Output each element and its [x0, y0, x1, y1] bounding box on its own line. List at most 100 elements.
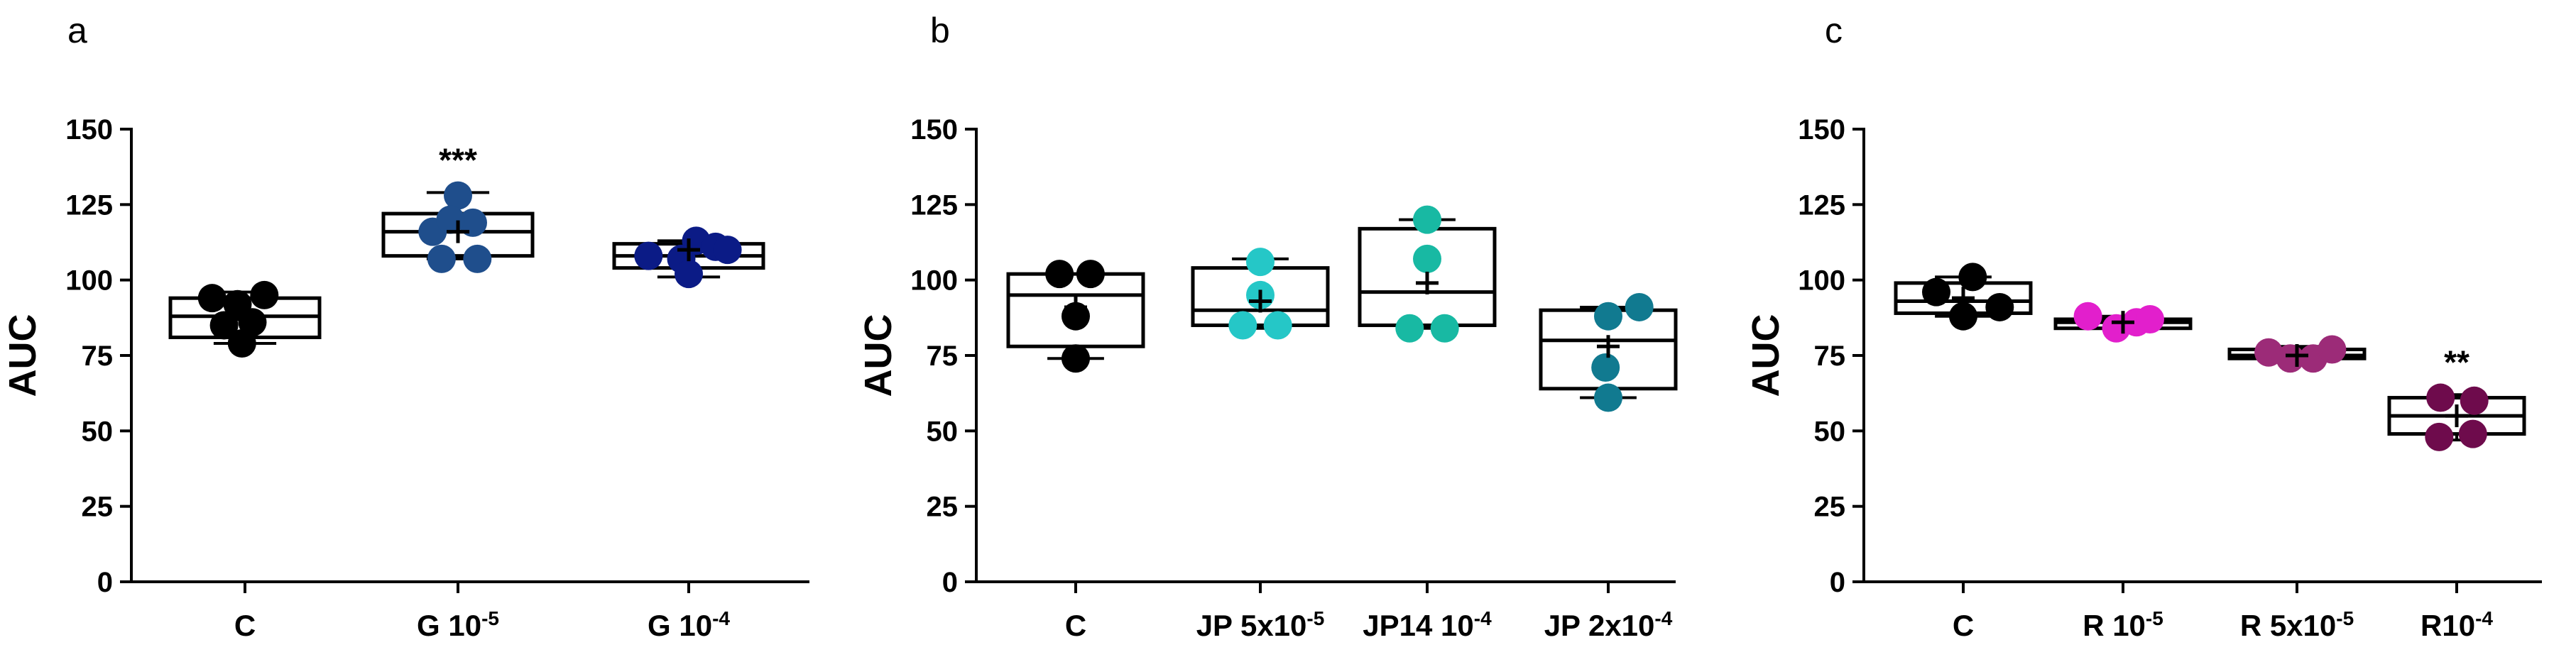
x-tick-label: R 10-5 [2083, 607, 2163, 643]
y-tick-label: 0 [942, 567, 958, 598]
data-point [2254, 338, 2283, 367]
box-group: *** [381, 141, 535, 273]
data-point [1395, 314, 1424, 343]
y-axis-label: AUC [1, 314, 44, 397]
data-point [1985, 292, 2014, 321]
chart-panel-b: b AUC 0 25 50 75 100 125 150 C JP 5x10-5 JP14 10-4 J… [857, 11, 1678, 643]
y-tick-label: 25 [1814, 492, 1846, 523]
y-tick-label: 75 [927, 341, 959, 372]
x-tick-label-superscript: -4 [2475, 607, 2493, 629]
box-group [2053, 302, 2193, 343]
significance-annotation: *** [439, 141, 477, 178]
x-tick-label-superscript: -5 [2146, 607, 2163, 629]
y-tick-label: 50 [927, 416, 959, 447]
y-tick-label: 25 [82, 492, 114, 523]
y-tick-label: 100 [1798, 265, 1845, 297]
y-tick-label: 0 [1830, 567, 1845, 598]
data-point [713, 236, 742, 265]
x-tick-label: G 10-5 [417, 607, 499, 643]
data-point [2460, 386, 2489, 415]
data-point [1922, 277, 1950, 307]
data-point [1413, 244, 1441, 273]
data-point [463, 244, 492, 273]
y-tick-label: 50 [1814, 416, 1846, 447]
data-point [1594, 383, 1622, 412]
y-tick-label: 150 [1798, 114, 1845, 145]
data-point [1045, 260, 1074, 289]
box-group [2227, 335, 2367, 373]
x-tick-label-superscript: -5 [481, 607, 499, 629]
data-point [436, 205, 465, 234]
data-point [1076, 260, 1105, 289]
panel-label: c [1825, 11, 1843, 50]
data-point [2073, 302, 2102, 331]
data-point [427, 244, 456, 273]
data-point [2136, 304, 2164, 333]
box-group [612, 226, 765, 289]
data-point [2318, 335, 2347, 364]
data-point [2426, 383, 2455, 412]
y-tick-label: 75 [1814, 341, 1846, 372]
data-point [1061, 344, 1090, 373]
x-tick-label: G 10-4 [648, 607, 730, 643]
x-tick-label: JP 5x10-5 [1196, 607, 1325, 643]
data-point [2102, 314, 2131, 343]
data-point [1430, 314, 1459, 343]
panel-label: b [930, 11, 950, 50]
y-tick-label: 125 [1798, 189, 1845, 221]
box-group [1539, 292, 1678, 412]
data-point [675, 260, 703, 289]
data-point [197, 284, 227, 313]
data-point [227, 328, 256, 358]
y-axis-label: AUC [857, 314, 900, 397]
data-point [444, 181, 472, 210]
data-point [1263, 311, 1292, 340]
y-tick-label: 100 [910, 265, 958, 297]
data-point [634, 241, 663, 270]
data-point [1228, 311, 1257, 340]
y-tick-label: 125 [65, 189, 113, 221]
data-point [1949, 302, 1977, 331]
data-point [209, 311, 239, 340]
x-tick-label-superscript: -5 [2336, 607, 2354, 629]
x-tick-label-superscript: -4 [1474, 607, 1492, 629]
y-tick-label: 100 [65, 265, 113, 297]
data-point [459, 208, 487, 237]
box-group [168, 280, 322, 358]
y-tick-label: 150 [65, 114, 113, 145]
x-tick-label-superscript: -4 [1654, 607, 1672, 629]
y-tick-label: 0 [97, 567, 113, 598]
data-point [250, 280, 279, 309]
x-tick-label: R 5x10-5 [2240, 607, 2354, 643]
data-point [1594, 302, 1622, 331]
y-tick-label: 125 [910, 189, 958, 221]
chart-panel-c: c AUC 0 25 50 75 100 125 150 C R 10-5 R 5x10-5 R10-4… [1745, 11, 2542, 642]
x-tick-label: JP 2x10-4 [1544, 607, 1673, 643]
y-tick-label: 75 [82, 341, 114, 372]
data-point [1958, 263, 1987, 292]
box-group: ** [2387, 343, 2526, 451]
x-tick-label: C [234, 609, 256, 642]
box-group [1191, 248, 1330, 340]
significance-annotation: ** [2444, 343, 2469, 380]
data-point [2458, 419, 2487, 448]
x-tick-label: R10-4 [2421, 607, 2493, 643]
y-tick-label: 50 [82, 416, 114, 447]
x-tick-label-superscript: -4 [712, 607, 730, 629]
y-tick-label: 150 [910, 114, 958, 145]
box-group [1006, 260, 1145, 373]
box-group [1894, 263, 2033, 331]
y-tick-label: 25 [927, 492, 959, 523]
data-point [1246, 248, 1275, 277]
chart-panel-a: a AUC 0 25 50 75 100 125 150 C G 10-5 G 10-4 *** [1, 11, 809, 642]
box-group [1358, 205, 1497, 343]
data-point [2425, 422, 2454, 451]
x-tick-label: C [1953, 609, 1974, 642]
x-tick-label-superscript: -5 [1306, 607, 1324, 629]
x-tick-label: C [1065, 609, 1086, 642]
data-point [1413, 205, 1441, 234]
data-point [1625, 292, 1654, 321]
y-axis-label: AUC [1745, 314, 1787, 397]
x-tick-label: JP14 10-4 [1363, 607, 1492, 643]
